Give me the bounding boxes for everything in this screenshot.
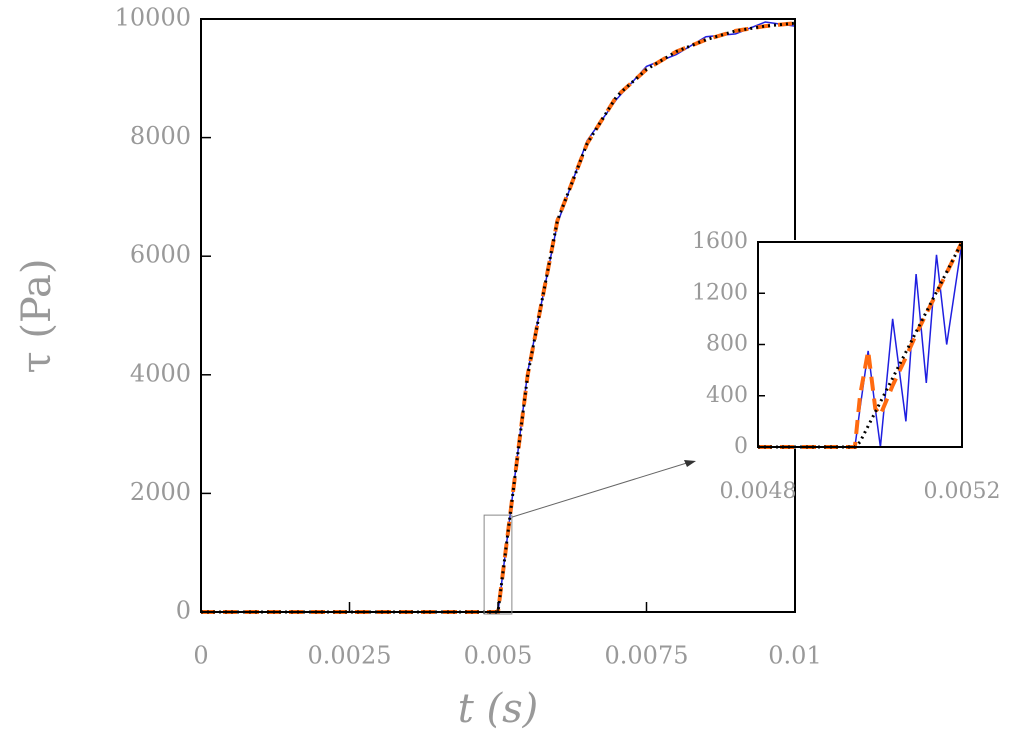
x-tick-label: 0.01 bbox=[768, 642, 821, 670]
line-series bbox=[758, 241, 962, 449]
inset-background bbox=[756, 240, 964, 449]
y-tick-label: 0 bbox=[734, 434, 748, 459]
zoom-arrow-head bbox=[684, 460, 696, 467]
y-tick-label: 0 bbox=[176, 597, 191, 625]
line-series bbox=[201, 21, 795, 613]
y-tick-label: 10000 bbox=[115, 4, 191, 32]
x-tick-label: 0.0075 bbox=[605, 642, 689, 670]
y-tick-label: 400 bbox=[706, 383, 748, 408]
x-tick-label: 0.0025 bbox=[308, 642, 392, 670]
y-tick-label: 6000 bbox=[130, 241, 191, 269]
y-tick-label: 1600 bbox=[692, 229, 748, 254]
plot-frame bbox=[200, 18, 796, 613]
x-tick-label: 0 bbox=[193, 642, 208, 670]
y-tick-label: 4000 bbox=[130, 359, 191, 387]
y-tick-label: 8000 bbox=[130, 122, 191, 150]
y-axis-label: τ (Pa) bbox=[14, 258, 60, 373]
x-tick-label: 0.0052 bbox=[924, 479, 1001, 504]
x-axis-label: t (s) bbox=[458, 686, 539, 732]
main-plot: 0 0.0025 0.005 0.0075 0.01020004000600080001… bbox=[115, 4, 822, 670]
line-series bbox=[201, 21, 795, 614]
y-tick-label: 2000 bbox=[130, 478, 191, 506]
inset-plot: 0.0048 0.0052 0 400 800 1200 1600 bbox=[692, 229, 1000, 504]
x-tick-label: 0.0048 bbox=[720, 479, 797, 504]
y-tick-label: 1200 bbox=[692, 280, 748, 305]
line-series bbox=[758, 241, 962, 449]
x-tick-label: 0.005 bbox=[464, 642, 533, 670]
y-tick-label: 800 bbox=[706, 332, 748, 357]
zoom-box bbox=[483, 514, 513, 615]
zoom-arrow bbox=[511, 461, 691, 518]
line-series bbox=[201, 21, 795, 614]
line-series bbox=[758, 241, 962, 448]
